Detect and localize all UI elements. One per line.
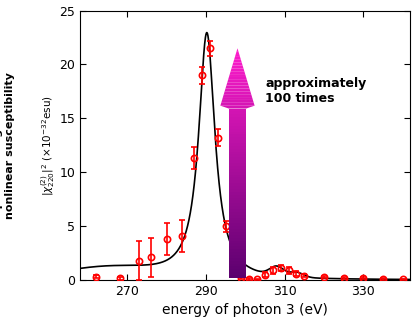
Polygon shape [229, 226, 246, 229]
Polygon shape [229, 249, 246, 252]
Polygon shape [229, 261, 246, 264]
Polygon shape [229, 192, 246, 195]
Polygon shape [229, 131, 246, 134]
Polygon shape [229, 209, 246, 212]
Polygon shape [230, 68, 244, 71]
Polygon shape [229, 160, 246, 163]
Polygon shape [229, 258, 246, 261]
Polygon shape [229, 183, 246, 186]
Polygon shape [229, 264, 246, 266]
Polygon shape [226, 83, 249, 86]
Polygon shape [235, 54, 240, 57]
Polygon shape [229, 212, 246, 215]
Polygon shape [228, 77, 247, 80]
Polygon shape [223, 94, 252, 97]
Text: square of magnitude of
nonlinear susceptibility: square of magnitude of nonlinear suscept… [0, 72, 15, 219]
Polygon shape [229, 244, 246, 246]
Polygon shape [229, 134, 246, 137]
Polygon shape [222, 97, 253, 100]
Polygon shape [221, 100, 254, 103]
Polygon shape [229, 275, 246, 278]
Polygon shape [230, 71, 245, 74]
Polygon shape [229, 163, 246, 166]
Polygon shape [229, 114, 246, 117]
Polygon shape [229, 266, 246, 269]
Polygon shape [229, 252, 246, 255]
Polygon shape [229, 74, 246, 77]
Polygon shape [229, 206, 246, 209]
Polygon shape [229, 198, 246, 200]
Polygon shape [229, 200, 246, 203]
Polygon shape [229, 246, 246, 249]
Polygon shape [229, 255, 246, 258]
Polygon shape [229, 203, 246, 206]
Polygon shape [229, 146, 246, 149]
Polygon shape [229, 137, 246, 140]
Polygon shape [229, 272, 246, 275]
Polygon shape [229, 223, 246, 226]
Polygon shape [229, 232, 246, 235]
Polygon shape [229, 195, 246, 198]
Polygon shape [229, 143, 246, 146]
Polygon shape [233, 60, 242, 63]
Polygon shape [229, 269, 246, 272]
Polygon shape [229, 221, 246, 223]
Polygon shape [229, 117, 246, 120]
Polygon shape [229, 189, 246, 192]
X-axis label: energy of photon 3 (eV): energy of photon 3 (eV) [162, 303, 328, 318]
Polygon shape [229, 169, 246, 172]
Polygon shape [229, 215, 246, 218]
Polygon shape [229, 241, 246, 244]
Polygon shape [229, 172, 246, 174]
Y-axis label: $|\chi_{220}^{(2)}|^2$ ($\times$10$^{-32}$esu): $|\chi_{220}^{(2)}|^2$ ($\times$10$^{-32… [39, 95, 57, 196]
Polygon shape [229, 238, 246, 241]
Polygon shape [229, 177, 246, 180]
Polygon shape [229, 235, 246, 238]
Polygon shape [229, 154, 246, 157]
Polygon shape [229, 186, 246, 189]
Polygon shape [220, 106, 255, 109]
Polygon shape [229, 157, 246, 160]
Polygon shape [225, 86, 250, 89]
Polygon shape [229, 126, 246, 129]
Polygon shape [233, 63, 243, 66]
Polygon shape [229, 129, 246, 131]
Polygon shape [231, 66, 243, 68]
Polygon shape [229, 180, 246, 183]
Polygon shape [229, 166, 246, 169]
Polygon shape [224, 91, 251, 94]
Polygon shape [229, 149, 246, 151]
Text: approximately
100 times: approximately 100 times [265, 78, 366, 105]
Polygon shape [229, 120, 246, 123]
Polygon shape [237, 48, 238, 51]
Polygon shape [220, 103, 255, 106]
Polygon shape [229, 174, 246, 177]
Polygon shape [225, 89, 250, 91]
Polygon shape [229, 140, 246, 143]
Polygon shape [229, 123, 246, 126]
Polygon shape [229, 151, 246, 154]
Polygon shape [227, 80, 248, 83]
Polygon shape [229, 109, 246, 111]
Polygon shape [229, 111, 246, 114]
Polygon shape [229, 229, 246, 232]
Polygon shape [229, 218, 246, 221]
Polygon shape [236, 51, 239, 54]
Polygon shape [234, 57, 241, 60]
